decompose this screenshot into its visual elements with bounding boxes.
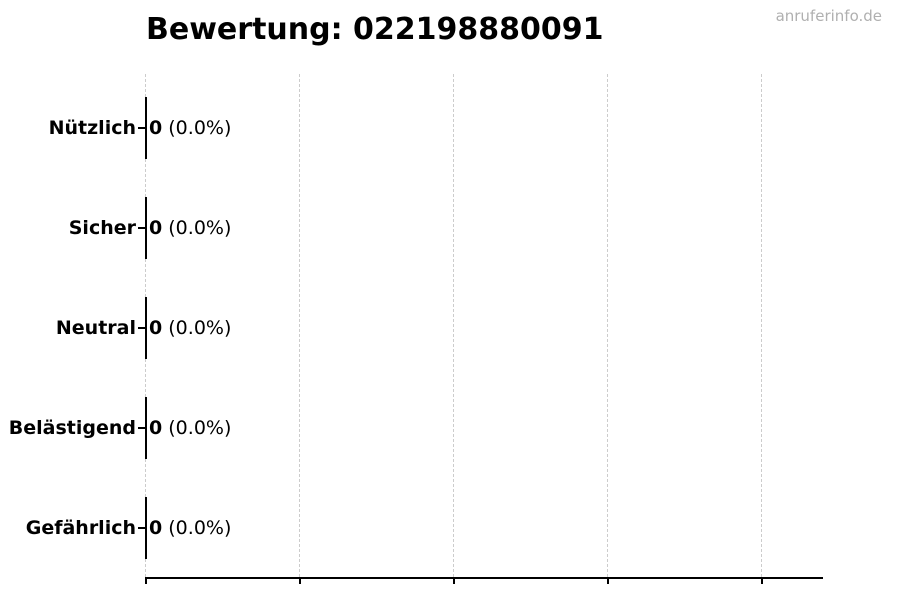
value-count: 0	[149, 516, 163, 539]
value-percent: (0.0%)	[162, 116, 232, 139]
y-tick-mark	[138, 126, 146, 129]
value-annotation: 0 (0.0%)	[149, 414, 231, 442]
x-gridline	[607, 74, 608, 577]
chart-title: Bewertung: 022198880091	[146, 12, 604, 47]
y-tick-mark	[138, 326, 146, 329]
value-percent: (0.0%)	[162, 216, 232, 239]
category-bar	[145, 196, 147, 259]
category-label: Gefährlich	[25, 516, 136, 539]
category-label: Nützlich	[48, 116, 136, 139]
category-label: Belästigend	[8, 416, 136, 439]
value-percent: (0.0%)	[162, 516, 232, 539]
category-bar	[145, 296, 147, 359]
watermark: anruferinfo.de	[775, 7, 882, 25]
value-count: 0	[149, 116, 163, 139]
value-count: 0	[149, 216, 163, 239]
category-bar	[145, 396, 147, 459]
category-bar	[145, 496, 147, 559]
x-tick-mark	[760, 579, 763, 584]
value-count: 0	[149, 416, 163, 439]
value-percent: (0.0%)	[162, 416, 232, 439]
category-label: Sicher	[68, 216, 136, 239]
x-tick-mark	[606, 579, 609, 584]
value-count: 0	[149, 316, 163, 339]
value-percent: (0.0%)	[162, 316, 232, 339]
x-tick-mark	[452, 579, 455, 584]
x-tick-mark	[298, 579, 301, 584]
value-annotation: 0 (0.0%)	[149, 314, 231, 342]
y-tick-mark	[138, 226, 146, 229]
x-axis-line	[145, 577, 823, 579]
x-tick-mark	[144, 579, 147, 584]
value-annotation: 0 (0.0%)	[149, 114, 231, 142]
x-gridline	[761, 74, 762, 577]
y-tick-mark	[138, 526, 146, 529]
value-annotation: 0 (0.0%)	[149, 514, 231, 542]
value-annotation: 0 (0.0%)	[149, 214, 231, 242]
x-gridline	[453, 74, 454, 577]
category-bar	[145, 96, 147, 159]
y-tick-mark	[138, 426, 146, 429]
category-label: Neutral	[55, 316, 136, 339]
x-gridline	[299, 74, 300, 577]
